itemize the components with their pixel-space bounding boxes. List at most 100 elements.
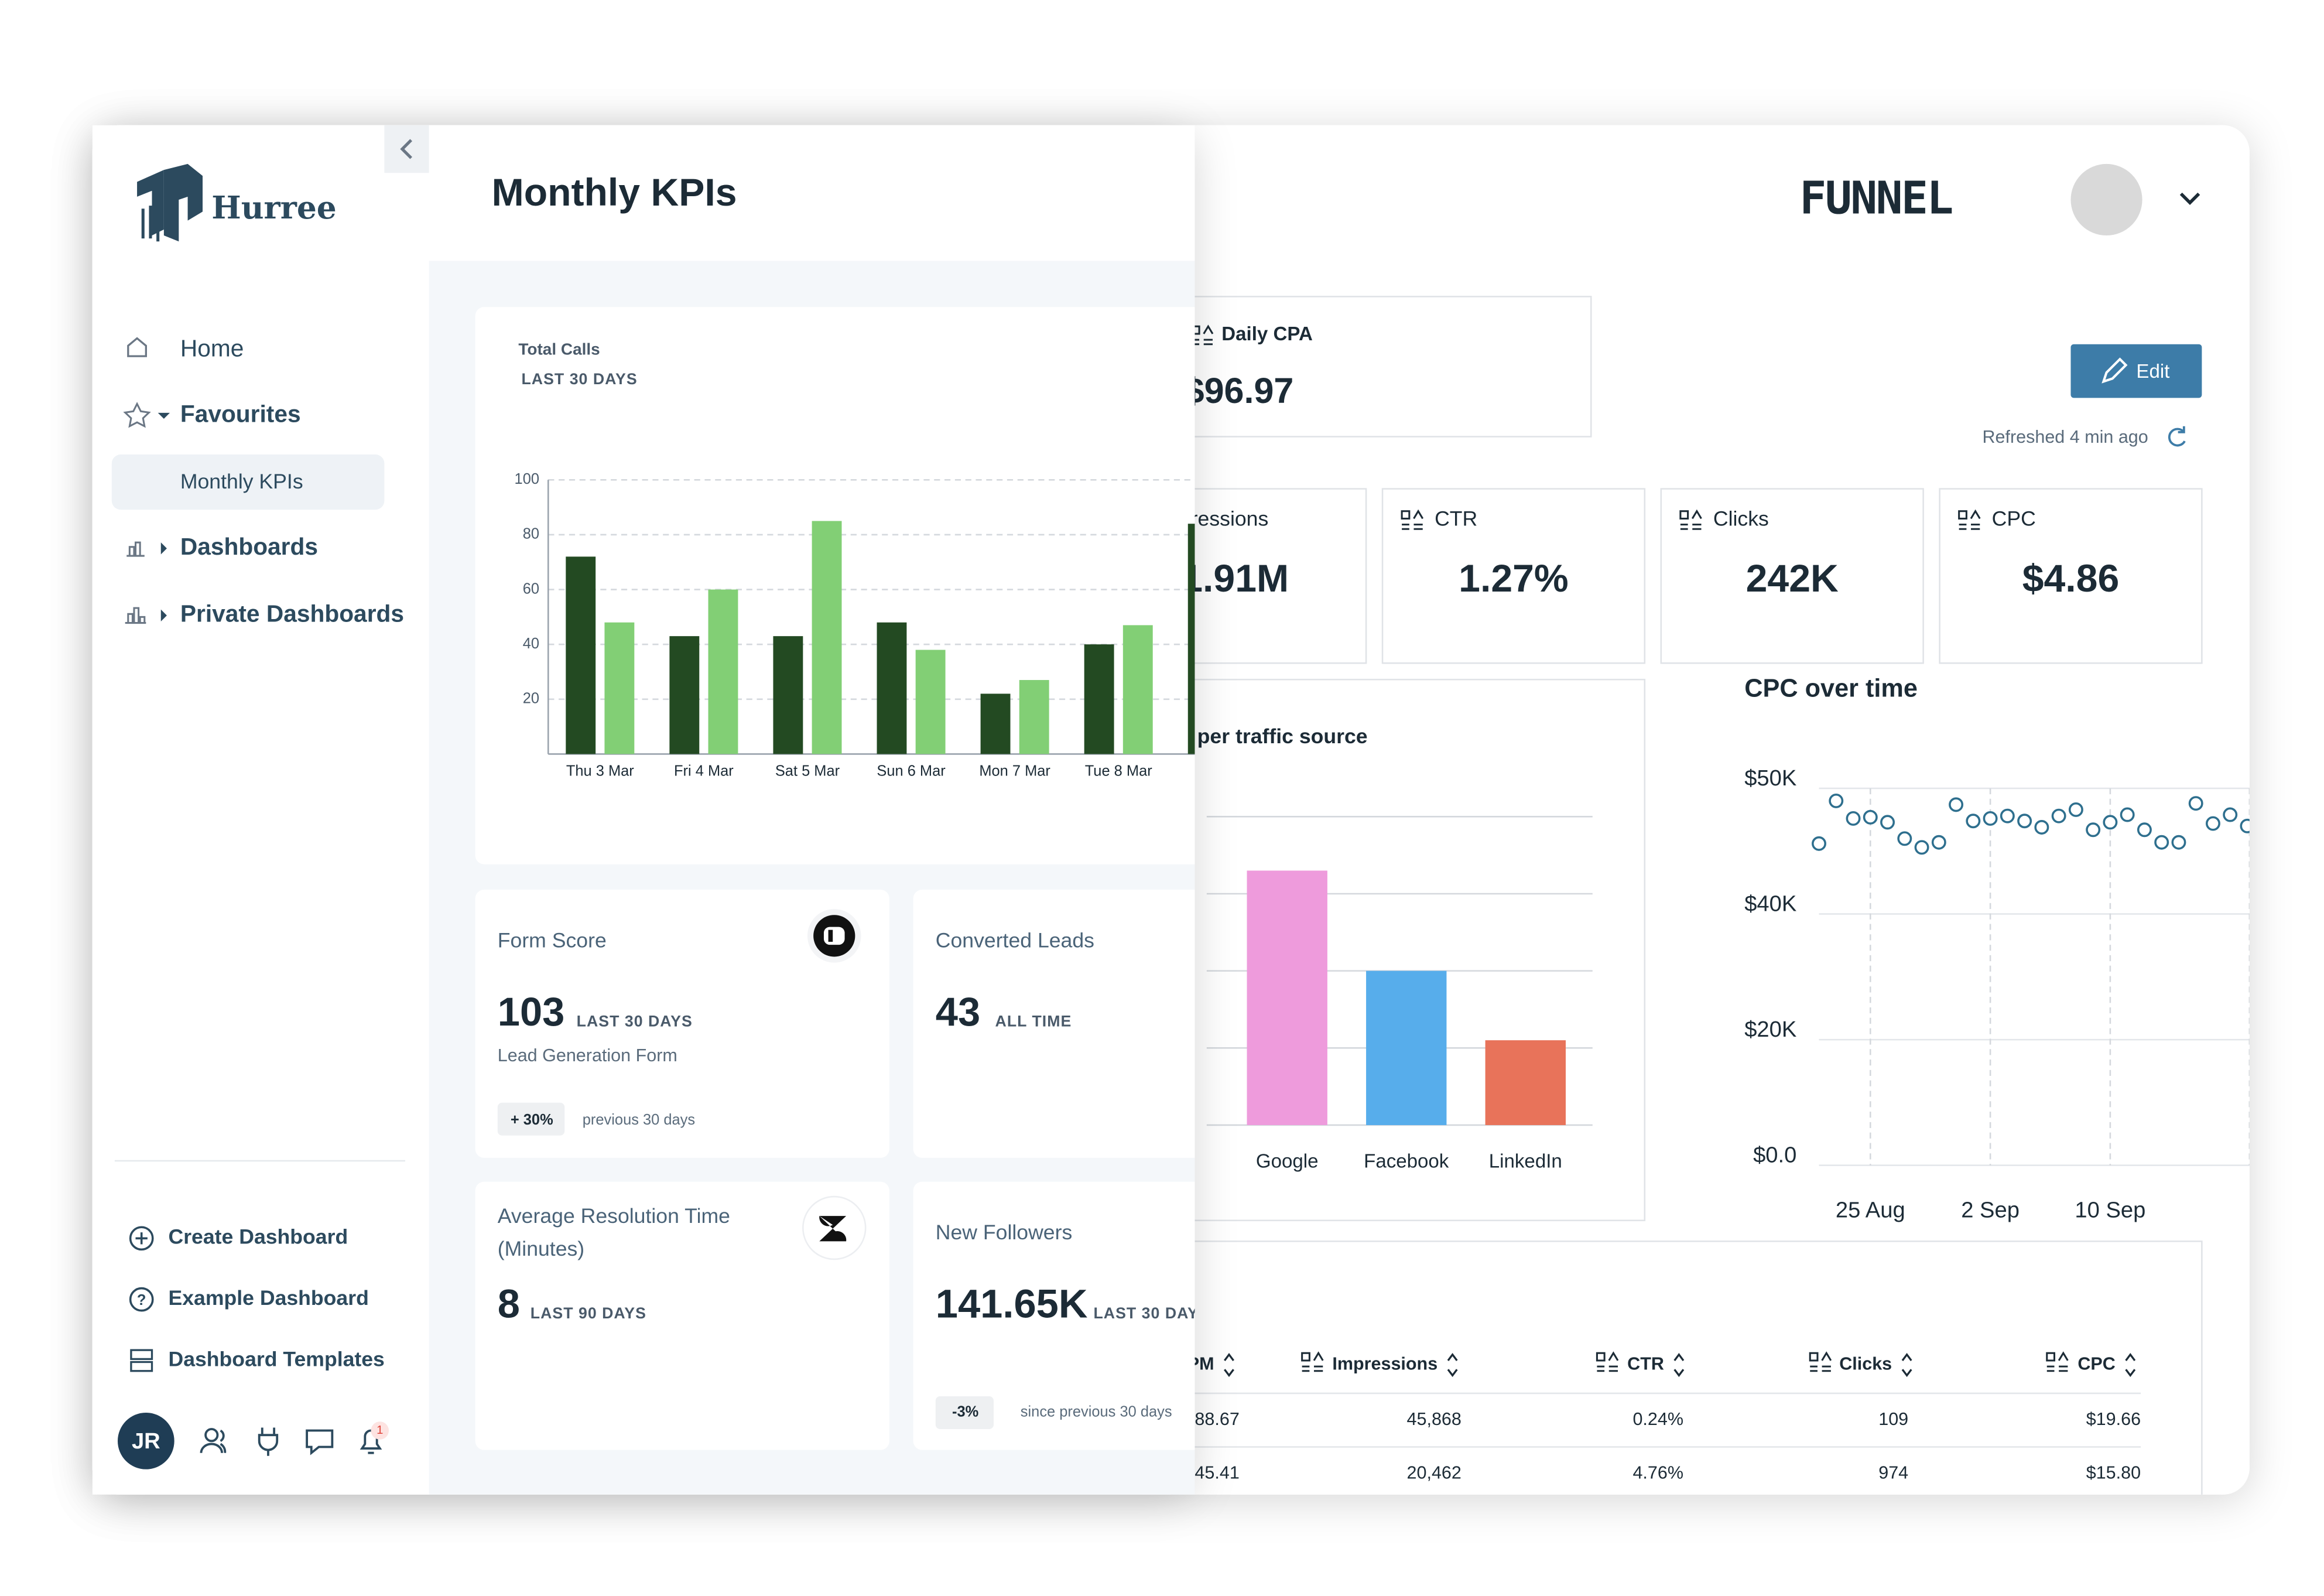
point bbox=[1897, 831, 1912, 846]
table-cell: $15.80 bbox=[2086, 1462, 2141, 1482]
expand-icon[interactable] bbox=[160, 609, 167, 622]
kpi-card bbox=[913, 1181, 1195, 1450]
kpi-card bbox=[475, 1181, 889, 1450]
kpi-card bbox=[475, 889, 889, 1158]
kpi-period: LAST 90 DAYS bbox=[530, 1304, 646, 1322]
column-header[interactable]: CTR bbox=[1627, 1354, 1664, 1374]
sort-icon[interactable] bbox=[1447, 1353, 1458, 1378]
point bbox=[2120, 807, 2135, 822]
nav-item[interactable]: Dashboards bbox=[180, 533, 318, 560]
x-tick-label: Thu 3 Mar bbox=[566, 763, 634, 780]
edit-label[interactable]: Edit bbox=[2136, 361, 2169, 382]
collapse-tab[interactable] bbox=[384, 125, 429, 173]
home-icon bbox=[127, 337, 147, 357]
bar bbox=[1122, 625, 1153, 754]
column-header[interactable]: Clicks bbox=[1839, 1354, 1892, 1374]
kpi-value: 8 bbox=[498, 1281, 520, 1326]
refresh-icon[interactable] bbox=[2168, 426, 2186, 447]
example-icon bbox=[129, 1287, 154, 1312]
change-pill bbox=[935, 1396, 994, 1429]
sort-icon[interactable] bbox=[2125, 1353, 2136, 1378]
point bbox=[2051, 808, 2066, 823]
column-header[interactable]: CPC bbox=[2077, 1354, 2115, 1374]
point bbox=[1966, 814, 1981, 829]
edit-button[interactable] bbox=[2070, 344, 2202, 398]
user-avatar[interactable] bbox=[2070, 163, 2142, 236]
metric-value: 242K bbox=[1746, 557, 1839, 600]
user-avatar[interactable] bbox=[117, 1412, 174, 1469]
x-tick-label: Mon 7 Mar bbox=[979, 763, 1050, 780]
page-title: Monthly KPIs bbox=[492, 171, 737, 214]
kpi-title: New Followers bbox=[936, 1221, 1072, 1244]
source-icon-bg bbox=[802, 1195, 867, 1260]
y-tick-label: $20K bbox=[1744, 1017, 1797, 1042]
point bbox=[2223, 807, 2238, 822]
collapse-icon bbox=[400, 139, 413, 159]
expand-icon[interactable] bbox=[158, 412, 170, 419]
kpi-period: LAST 30 DAYS bbox=[1093, 1304, 1209, 1322]
y-tick-label: $40K bbox=[1744, 891, 1797, 916]
notification-count: 1 bbox=[377, 1424, 383, 1437]
bar bbox=[773, 636, 803, 754]
point bbox=[1914, 840, 1929, 855]
point bbox=[2034, 820, 2049, 835]
kpi-change: -3% bbox=[952, 1404, 978, 1420]
y-tick-label: 100 bbox=[515, 471, 539, 487]
point bbox=[1812, 836, 1826, 851]
team-icon[interactable] bbox=[200, 1429, 227, 1453]
point bbox=[2137, 822, 2152, 838]
bar bbox=[1247, 870, 1327, 1125]
nav-item[interactable]: Home bbox=[180, 335, 244, 362]
kpi-card bbox=[913, 889, 1195, 1158]
nav-item-active[interactable]: Monthly KPIs bbox=[180, 470, 303, 493]
dashboards-icon bbox=[126, 541, 145, 557]
kpi-unit: (Minutes) bbox=[498, 1237, 584, 1260]
brand-logo bbox=[137, 163, 203, 242]
bar bbox=[1187, 524, 1195, 754]
source-icon bbox=[819, 1216, 847, 1242]
sidebar-action[interactable]: Dashboard Templates bbox=[168, 1347, 384, 1371]
column-header[interactable]: Impressions bbox=[1332, 1354, 1437, 1374]
bar bbox=[708, 589, 738, 754]
kpi-note: Lead Generation Form bbox=[498, 1045, 677, 1065]
metric-icon bbox=[2046, 1352, 2056, 1362]
x-tick-label: LinkedIn bbox=[1489, 1150, 1562, 1172]
sort-icon[interactable] bbox=[1673, 1353, 1685, 1378]
x-tick-label: Tue 8 Mar bbox=[1085, 763, 1153, 780]
table-cell: $19.66 bbox=[2086, 1409, 2141, 1429]
notification-badge bbox=[371, 1421, 389, 1440]
kpi-change: + 30% bbox=[511, 1112, 553, 1128]
expand-icon[interactable] bbox=[160, 542, 167, 555]
star-icon bbox=[123, 402, 151, 428]
y-tick-label: 40 bbox=[523, 635, 539, 652]
team-icon[interactable] bbox=[204, 1428, 219, 1443]
x-tick-label: 25 Aug bbox=[1836, 1198, 1905, 1223]
y-tick-label: $50K bbox=[1744, 765, 1797, 791]
sidebar-action[interactable]: Create Dashboard bbox=[168, 1225, 348, 1249]
point bbox=[2086, 822, 2101, 838]
point bbox=[1949, 797, 1964, 812]
x-tick-label: Sun 6 Mar bbox=[877, 763, 946, 780]
table-cell: 20,462 bbox=[1407, 1462, 1462, 1482]
kpi-period: LAST 30 DAYS bbox=[577, 1012, 693, 1030]
bar bbox=[1084, 644, 1114, 754]
refreshed-text: Refreshed 4 min ago bbox=[1982, 427, 2148, 447]
bar bbox=[669, 636, 700, 754]
nav-item[interactable]: Private Dashboards bbox=[180, 600, 404, 627]
traffic-chart: Google Facebook LinkedIn bbox=[1206, 816, 1593, 1172]
sort-icon[interactable] bbox=[1224, 1353, 1234, 1378]
metric-value: $4.86 bbox=[2022, 557, 2120, 600]
integrations-icon[interactable] bbox=[258, 1427, 279, 1456]
nav-item[interactable]: Favourites bbox=[180, 401, 301, 428]
bar bbox=[1366, 970, 1447, 1125]
kpi-title: Form Score bbox=[498, 928, 607, 952]
sort-icon[interactable] bbox=[1901, 1353, 1912, 1378]
metric-label: CPC bbox=[1992, 507, 2036, 530]
feedback-icon[interactable] bbox=[306, 1429, 334, 1455]
metric-icon bbox=[1680, 509, 1702, 530]
metric-card bbox=[1939, 488, 2203, 664]
user-menu-chevron[interactable] bbox=[2179, 192, 2200, 206]
sidebar-action[interactable]: Example Dashboard bbox=[168, 1286, 368, 1310]
cpa-value: $96.97 bbox=[1185, 371, 1294, 411]
